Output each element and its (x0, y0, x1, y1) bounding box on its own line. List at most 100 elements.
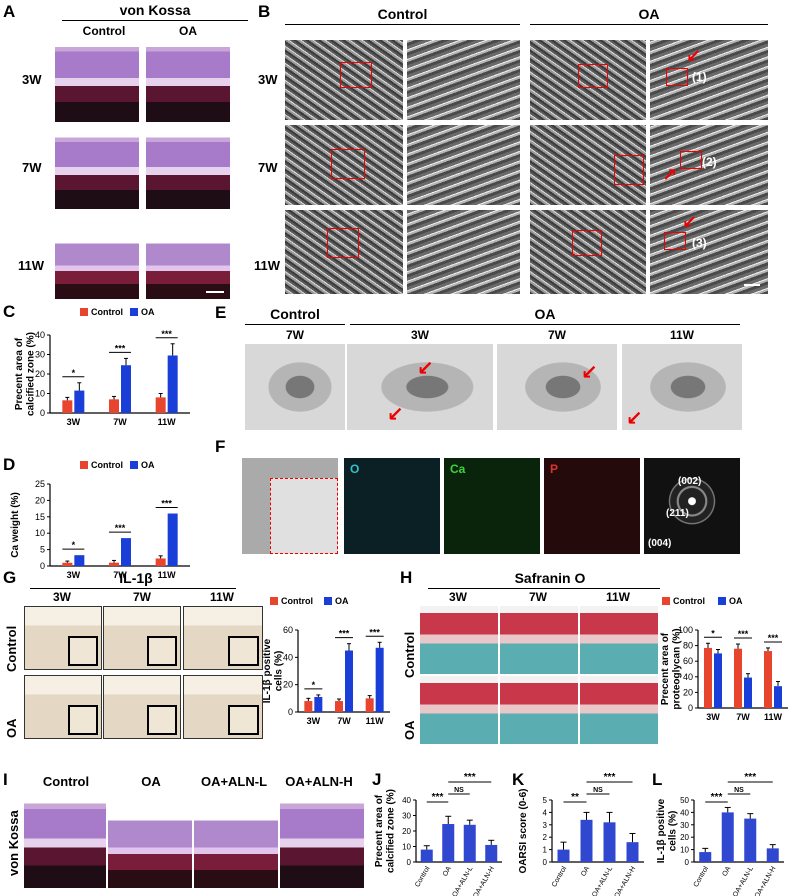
panel-e-control-rule (245, 324, 345, 325)
ihc-oa-3w-image (24, 675, 102, 739)
y-tick-label: 30 (402, 812, 411, 821)
significance-label: *** (161, 499, 172, 509)
panel-label-f: F (215, 437, 226, 456)
bar (167, 513, 178, 566)
x-tick-label: Control (693, 865, 711, 888)
y-tick-label: 60 (283, 625, 293, 635)
inset (147, 635, 177, 666)
mineral-box (666, 68, 688, 86)
panel-a-row-7w: 7W (22, 160, 42, 175)
zoom-box (578, 64, 608, 88)
panel-a-title: von Kossa (119, 2, 191, 18)
panel-e-week-2: 3W (411, 328, 429, 342)
y-tick-label: 40 (683, 672, 693, 682)
panel-h-row-oa: OA (402, 720, 417, 741)
x-tick-label: OA+ALN-L (591, 865, 614, 896)
panel-i-row-label: von Kossa (6, 810, 21, 876)
bar (365, 698, 374, 712)
x-tick-label: 11W (158, 570, 177, 580)
y-tick-label: 10 (680, 846, 689, 855)
panel-b-col-oa: OA (638, 6, 660, 22)
tem-oa-3w-image: ↙ ↙ (347, 344, 493, 430)
significance-label: *** (432, 792, 444, 803)
panel-h-col-3w: 3W (449, 590, 467, 604)
y-tick-label: 20 (680, 833, 689, 842)
legend-swatch (80, 308, 88, 316)
x-tick-label: 11W (158, 417, 177, 427)
x-tick-label: 7W (337, 716, 351, 726)
panel-a-row-3w: 3W (22, 72, 42, 87)
bar (304, 701, 313, 712)
legend-label: OA (141, 460, 155, 470)
significance-label: * (312, 680, 316, 690)
safranin-control-11w-image (580, 606, 658, 674)
y-tick-label: 0 (40, 561, 45, 571)
panel-h-title: Safranin O (514, 570, 586, 586)
y-tick-label: 40 (283, 652, 293, 662)
tem-control-7w-image (245, 344, 345, 430)
y-tick-label: 4 (543, 808, 548, 817)
y-tick-label: 20 (683, 687, 693, 697)
y-tick-label: 0 (688, 703, 693, 713)
legend-swatch (270, 597, 278, 605)
ihc-oa-7w-image (103, 675, 181, 739)
sem-oa-7w-image (530, 125, 646, 205)
significance-label: * (72, 540, 76, 550)
y-tick-label: 20 (402, 827, 411, 836)
x-tick-label: 11W (366, 716, 385, 726)
bar (314, 696, 323, 712)
red-arrow-icon: ↙ (387, 404, 404, 426)
bar (463, 824, 476, 862)
panel-label-j: J (372, 770, 382, 789)
legend-swatch (718, 597, 726, 605)
chart-g: 0 20 40 60 IL-1β positivecells (%) Control OA 3… (262, 596, 390, 726)
bar (764, 651, 772, 708)
bar (121, 538, 131, 566)
bar (109, 399, 119, 413)
vonkossa-control-11w-image (55, 225, 139, 299)
panel-b-row-11w: 11W (254, 258, 281, 273)
zoom-box (340, 62, 372, 88)
vonkossa-aln-l-image (194, 798, 278, 888)
significance-label: *** (604, 772, 616, 783)
mineral-box (680, 151, 702, 169)
saed-pattern-image: (002) (211) (004) (644, 458, 740, 554)
legend-swatch (324, 597, 332, 605)
panel-g-row-control: Control (4, 625, 19, 672)
vonkossa-oa-7w-image (146, 133, 230, 209)
x-tick-label: OA+ALN-L (732, 865, 755, 896)
significance-label: *** (339, 629, 350, 639)
mark-3: (3) (692, 236, 707, 250)
bar (744, 818, 757, 862)
panel-e-week-3: 7W (548, 328, 566, 342)
eds-map-o: O (344, 458, 440, 554)
significance-label: *** (464, 772, 476, 783)
significance-label: *** (744, 772, 756, 783)
panel-e-week-1: 7W (286, 328, 304, 342)
x-tick-label: OA (721, 865, 732, 878)
y-tick-label: 30 (680, 821, 689, 830)
red-arrow-icon: ↙ (417, 358, 434, 380)
panel-a-row-11w: 11W (18, 258, 45, 273)
significance-label: *** (768, 633, 779, 643)
panel-e-control-title: Control (270, 306, 320, 322)
zoom-box (614, 155, 644, 185)
eds-map-p: P (544, 458, 640, 554)
tem-oa-11w-image: ↙ (622, 344, 742, 430)
legend-swatch (80, 461, 88, 469)
y-tick-label: 0 (685, 858, 690, 867)
x-tick-label: OA+ALN-L (451, 865, 474, 896)
y-tick-label: 50 (680, 796, 689, 805)
y-tick-label: 40 (402, 796, 411, 805)
eds-overview-image (242, 458, 338, 554)
y-axis-label: Precent area ofcalcified zone (%) (374, 789, 397, 873)
bar (345, 650, 353, 712)
bar (714, 653, 722, 708)
significance-label: *** (115, 343, 126, 353)
sem-control-7w-image (285, 125, 403, 205)
bar (699, 852, 712, 862)
chart-d: 0 5 10 15 20 25 Ca weight (%) Control OA 3W * 7W ***… (10, 460, 190, 580)
inset (228, 704, 259, 735)
bar (375, 647, 384, 712)
